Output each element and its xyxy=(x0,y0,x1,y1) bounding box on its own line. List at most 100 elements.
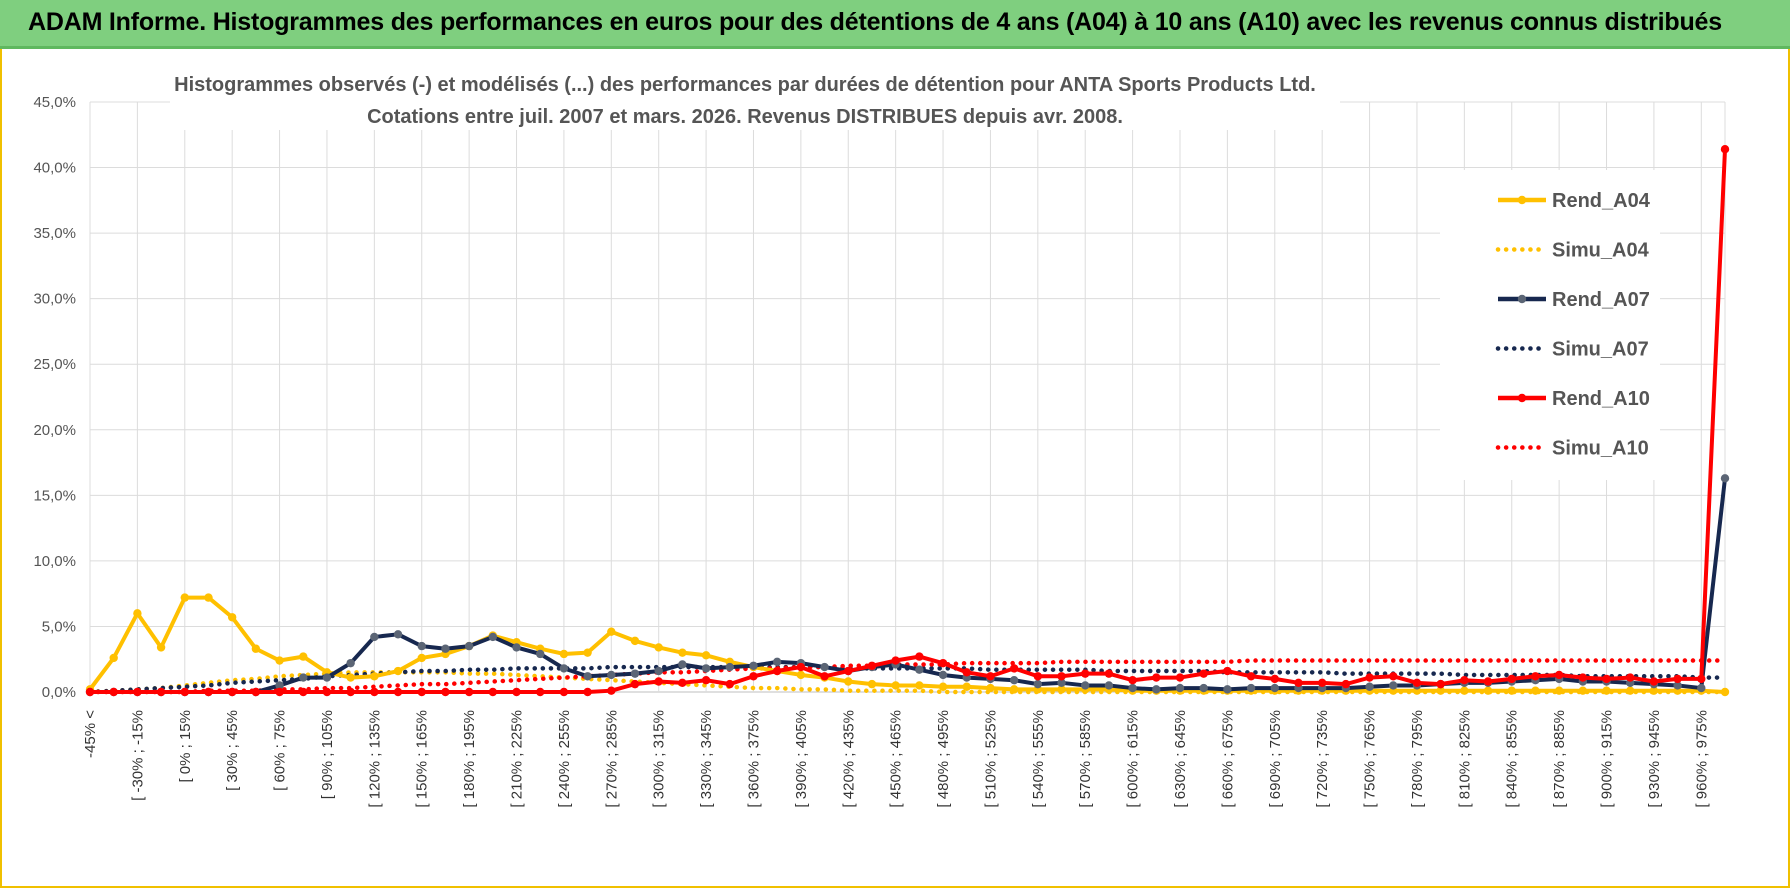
data-point xyxy=(1199,683,1208,693)
data-point xyxy=(678,648,687,657)
y-tick-label: 15,0% xyxy=(33,487,76,504)
data-point xyxy=(156,687,166,697)
x-tick-label: [ 900% ; 915% xyxy=(1599,710,1616,808)
data-point xyxy=(1246,672,1256,681)
x-tick-label: [ 540% ; 555% xyxy=(1030,710,1047,808)
data-point xyxy=(915,681,924,690)
y-tick-label: 0,0% xyxy=(42,684,76,701)
series-line xyxy=(90,149,1727,694)
x-tick-label: [ 0% ; 15% xyxy=(177,710,194,783)
data-point xyxy=(1128,683,1137,693)
data-point xyxy=(986,672,995,681)
data-point xyxy=(1720,474,1730,483)
data-point xyxy=(844,677,853,686)
data-point xyxy=(701,676,711,685)
data-point xyxy=(1436,679,1445,689)
series-simu-a04 xyxy=(87,670,1728,695)
data-point xyxy=(512,687,521,697)
x-tick-label: [ 120% ; 135% xyxy=(366,710,383,808)
data-point xyxy=(393,666,403,676)
data-point xyxy=(1175,683,1185,693)
y-tick-label: 10,0% xyxy=(33,553,76,570)
data-point xyxy=(1009,685,1019,694)
data-point xyxy=(251,644,261,653)
data-point xyxy=(820,672,829,681)
chart-subtitle: Cotations entre juil. 2007 et mars. 2026… xyxy=(367,106,1123,128)
x-tick-label: [ 240% ; 255% xyxy=(556,710,573,808)
y-tick-label: 40,0% xyxy=(33,160,76,177)
data-point xyxy=(1223,685,1232,694)
x-axis-ticks: -45% < [ -30% ; -15% [ 0% ; 15% [ 30% ; 45%… xyxy=(82,710,1710,808)
data-point xyxy=(1175,673,1185,682)
data-point xyxy=(1317,678,1327,688)
legend-label: Simu_A04 xyxy=(1552,240,1650,262)
data-point xyxy=(227,613,237,622)
data-point xyxy=(370,687,379,697)
data-point xyxy=(85,687,95,697)
x-tick-label: [ 150% ; 165% xyxy=(414,710,431,808)
x-tick-label: [ 720% ; 735% xyxy=(1314,710,1331,808)
data-point xyxy=(1554,686,1564,695)
data-point xyxy=(1578,686,1588,695)
data-point xyxy=(749,672,758,681)
data-point xyxy=(796,670,806,680)
data-point xyxy=(1602,674,1611,684)
legend-item-rend-a10: Rend_A10 xyxy=(1498,388,1650,410)
x-tick-label: [ 90% ; 105% xyxy=(319,710,336,799)
data-point xyxy=(275,687,284,697)
x-tick-label: [ 210% ; 225% xyxy=(509,710,526,808)
data-point xyxy=(1152,685,1161,694)
x-tick-label: [ 570% ; 585% xyxy=(1077,710,1094,808)
data-point xyxy=(204,687,213,697)
data-point xyxy=(772,657,782,667)
x-tick-label: [ 180% ; 195% xyxy=(461,710,478,808)
data-point xyxy=(109,653,118,663)
data-point xyxy=(1697,674,1706,684)
data-point xyxy=(654,643,663,652)
data-point xyxy=(488,632,498,642)
data-point xyxy=(1081,669,1090,678)
data-point xyxy=(1649,686,1659,695)
data-point xyxy=(1057,678,1066,688)
data-point xyxy=(1009,676,1019,685)
series-rend-a10 xyxy=(85,145,1730,697)
data-point xyxy=(938,682,948,691)
data-point xyxy=(393,630,403,639)
data-point xyxy=(322,673,332,682)
data-point xyxy=(1483,686,1493,695)
x-tick-label: [ 600% ; 615% xyxy=(1125,710,1142,808)
data-point xyxy=(322,687,332,697)
data-point xyxy=(1057,672,1066,681)
data-point xyxy=(1104,669,1114,678)
x-tick-label: [ 630% ; 645% xyxy=(1172,710,1189,808)
data-point xyxy=(654,677,663,686)
data-point xyxy=(630,669,640,678)
data-point xyxy=(891,656,900,665)
data-point xyxy=(559,664,569,673)
data-point xyxy=(583,672,592,681)
data-point xyxy=(441,644,450,653)
title-background xyxy=(170,66,1340,130)
data-point xyxy=(796,662,806,672)
data-point xyxy=(1554,670,1564,680)
y-tick-label: 45,0% xyxy=(33,94,76,111)
legend-marker xyxy=(1517,294,1527,304)
data-point xyxy=(1223,666,1232,676)
legend-item-simu-a04: Simu_A04 xyxy=(1495,240,1650,262)
data-point xyxy=(251,687,261,697)
data-point xyxy=(1649,677,1659,686)
data-point xyxy=(346,673,355,682)
data-point xyxy=(299,687,308,697)
y-tick-label: 5,0% xyxy=(42,618,76,635)
data-point xyxy=(630,679,640,689)
data-point xyxy=(275,656,284,665)
data-point xyxy=(1270,674,1279,684)
data-point xyxy=(1033,672,1043,681)
y-tick-label: 20,0% xyxy=(33,422,76,439)
data-point xyxy=(1294,678,1303,688)
data-point xyxy=(1389,681,1398,690)
legend-marker xyxy=(1517,393,1527,403)
data-point xyxy=(938,658,948,668)
data-point xyxy=(772,666,782,676)
